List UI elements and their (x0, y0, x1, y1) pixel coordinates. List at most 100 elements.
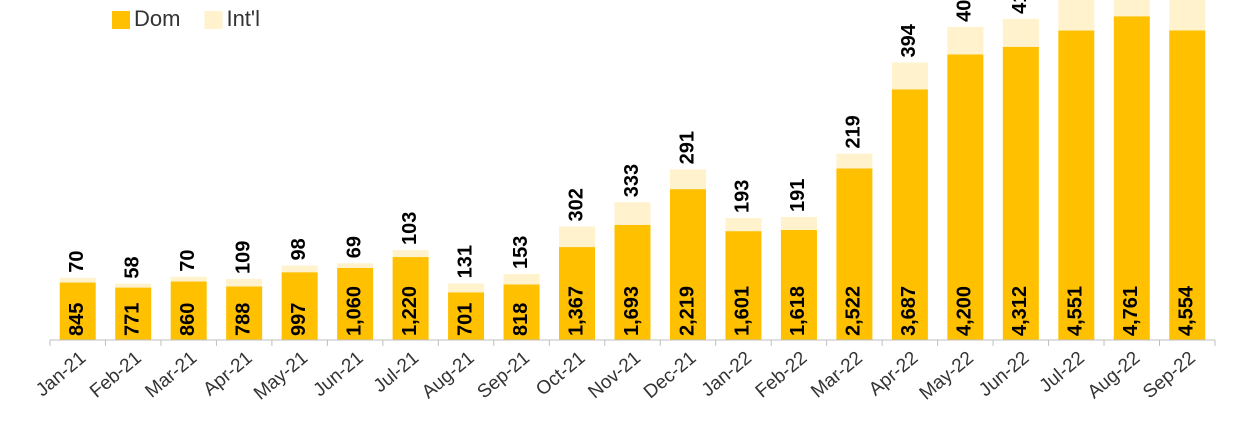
data-label: 701 (454, 303, 476, 336)
bar-segment (947, 54, 984, 341)
x-tick-label: Jul-21 (370, 348, 423, 397)
data-label: 1,060 (343, 286, 365, 336)
data-label: 818 (510, 303, 532, 336)
bar-segment (836, 168, 873, 340)
bar-segment (725, 231, 762, 340)
data-label: 103 (399, 212, 421, 245)
x-tick-label: Apr-21 (199, 348, 256, 401)
x-tick-label: Feb-21 (86, 348, 146, 403)
bar-segment (503, 284, 540, 340)
bar-segment (1002, 46, 1039, 341)
bar-segment (115, 287, 152, 340)
bar-segment (226, 286, 263, 340)
x-tick-label: Jun-22 (975, 348, 1033, 401)
data-label: 193 (732, 180, 754, 213)
x-tick-label: Oct-21 (532, 348, 589, 401)
data-label: 1,618 (787, 286, 809, 336)
data-label: 58 (121, 256, 143, 278)
x-tick-label: Apr-22 (865, 348, 922, 401)
data-label: 131 (454, 245, 476, 278)
bar-segment (725, 218, 762, 232)
data-label: 788 (232, 303, 254, 336)
bar-segment (170, 281, 207, 340)
bar-segment (836, 153, 873, 169)
data-label: 410 (1009, 0, 1031, 14)
bar-segment (170, 276, 207, 282)
data-label: 1,367 (565, 286, 587, 336)
bar-segment (337, 263, 374, 268)
bar-segment (1113, 0, 1150, 17)
data-label: 70 (177, 250, 199, 272)
bar-segment (1113, 16, 1150, 340)
bar-segment (392, 257, 429, 340)
x-tick-label: Jul-22 (1036, 348, 1089, 397)
data-label: 1,693 (621, 286, 643, 336)
bar-segment (59, 277, 96, 283)
data-label: 4,312 (1009, 286, 1031, 336)
data-label: 291 (676, 131, 698, 164)
data-label: 4,761 (1120, 286, 1142, 336)
x-tick-label: Aug-21 (418, 348, 478, 403)
bar-segment (669, 169, 706, 190)
data-label: 191 (787, 179, 809, 212)
legend-swatch (204, 11, 223, 29)
data-label: 845 (66, 303, 88, 336)
data-label: 4,200 (954, 286, 976, 336)
bar-segment (392, 250, 429, 258)
data-label: 404 (954, 0, 976, 22)
x-tick-label: Jan-21 (32, 348, 90, 401)
bar-segment (1058, 30, 1095, 340)
bar-segment (1002, 18, 1039, 47)
data-label: 3,687 (898, 286, 920, 336)
x-tick-label: May-22 (916, 348, 978, 405)
x-tick-label: Jun-21 (310, 348, 368, 401)
bar-segment (947, 26, 984, 55)
bar-segment (559, 247, 596, 340)
bar-segment (891, 89, 928, 340)
bar-segment (281, 272, 318, 340)
bar-segment (59, 282, 96, 340)
bar-segment (780, 216, 817, 230)
data-label: 997 (288, 303, 310, 336)
x-tick-label: Sep-22 (1139, 348, 1199, 403)
x-tick-label: Aug-22 (1084, 348, 1144, 403)
data-label: 333 (621, 164, 643, 197)
x-tick-label: Sep-21 (474, 348, 534, 403)
x-tick-label: Nov-21 (585, 348, 645, 403)
data-label: 2,522 (843, 286, 865, 336)
bar-segment (337, 267, 374, 340)
x-tick-label: Jan-22 (698, 348, 756, 401)
bar-segment (1169, 0, 1206, 31)
bar-segment (1058, 0, 1095, 31)
bar-segment (614, 202, 651, 225)
bar-segment (226, 279, 263, 287)
data-label: 2,219 (676, 286, 698, 336)
bar-segment (503, 273, 540, 285)
data-label: 1,601 (732, 286, 754, 336)
data-label: 109 (232, 241, 254, 274)
data-label: 69 (343, 236, 365, 258)
data-label: 1,220 (399, 286, 421, 336)
bar-segment (448, 292, 485, 340)
x-tick-label: Mar-21 (142, 348, 202, 403)
bar-segment (281, 265, 318, 273)
x-tick-label: May-21 (250, 348, 312, 405)
x-tick-label: Dec-21 (640, 348, 700, 403)
data-label: 771 (121, 303, 143, 336)
data-label: 98 (288, 238, 310, 260)
data-label: 394 (898, 23, 920, 57)
data-label: 70 (66, 251, 88, 273)
bar-segment (448, 283, 485, 293)
data-label: 4,554 (1176, 285, 1198, 336)
data-label: 302 (565, 188, 587, 221)
data-label: 219 (843, 115, 865, 148)
bar-segment (891, 62, 928, 90)
bar-segment (559, 226, 596, 248)
bar-segment (1169, 30, 1206, 340)
bar-segment (780, 229, 817, 340)
data-label: 153 (510, 236, 532, 269)
bar-segment (614, 224, 651, 340)
legend-label: Int'l (226, 6, 260, 31)
data-label: 4,551 (1065, 286, 1087, 336)
